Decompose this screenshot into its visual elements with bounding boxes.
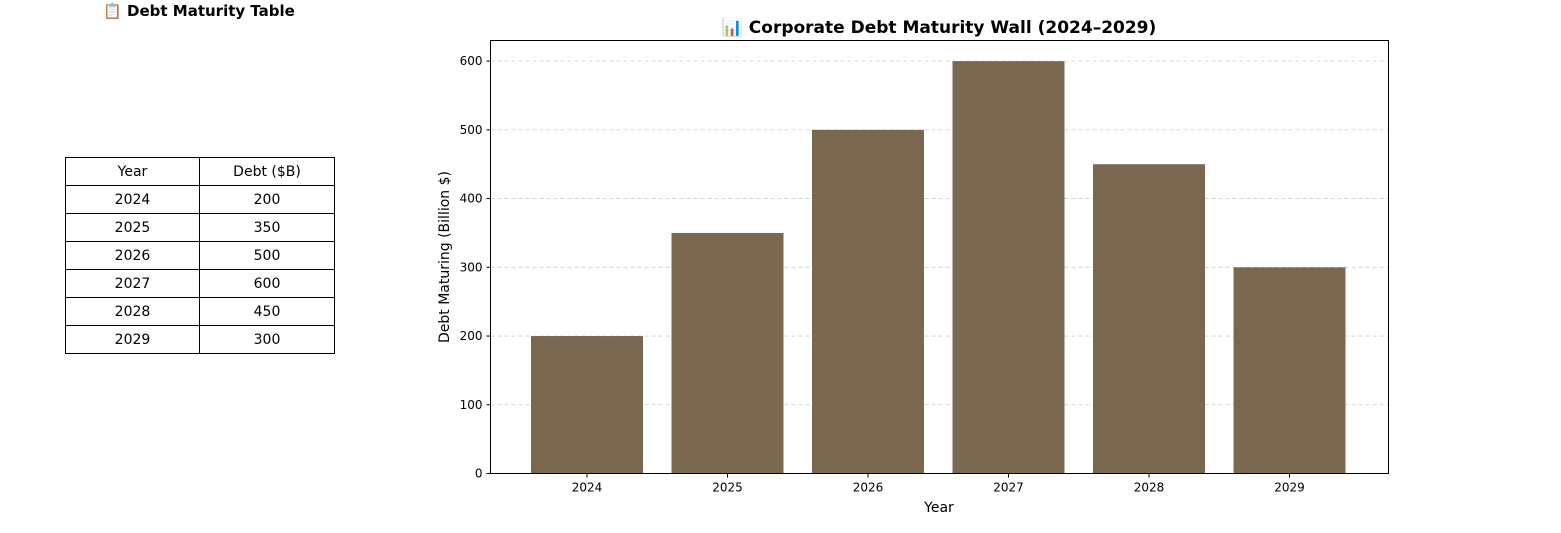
x-axis-label: Year [923, 500, 954, 516]
bar-2026 [812, 129, 924, 474]
x-tick-label: 2024 [572, 481, 603, 495]
x-tick-label: 2026 [853, 481, 884, 495]
bar-2027 [952, 61, 1065, 474]
y-tick-label: 400 [460, 192, 483, 206]
bar-2024 [531, 336, 643, 474]
table-row: 2029 300 [65, 325, 335, 354]
y-axis-ticks: 0 100 200 300 400 500 600 [460, 54, 491, 481]
table-row: 2025 350 [65, 213, 335, 242]
table-cell-year: 2026 [65, 241, 200, 270]
y-axis-label: Debt Maturing (Billion $) [437, 171, 453, 343]
x-tick-label: 2029 [1274, 481, 1305, 495]
bar-2028 [1093, 164, 1205, 474]
bar-2025 [671, 232, 784, 474]
table-cell-year: 2028 [65, 297, 200, 326]
y-tick-label: 500 [460, 123, 483, 137]
x-tick-label: 2025 [712, 481, 743, 495]
table-cell-debt: 200 [199, 185, 335, 214]
y-tick-label: 600 [460, 54, 483, 68]
table-header-row: Year Debt ($B) [65, 157, 335, 186]
plot-frame [490, 40, 1389, 474]
bar-2029 [1233, 267, 1346, 474]
y-tick-label: 100 [460, 398, 483, 412]
y-tick-label: 200 [460, 329, 483, 343]
bars [531, 61, 1346, 474]
table-cell-year: 2029 [65, 325, 200, 354]
table-cell-debt: 500 [199, 241, 335, 270]
table-row: 2024 200 [65, 185, 335, 214]
y-tick-label: 0 [475, 467, 483, 481]
table-header-debt: Debt ($B) [199, 157, 335, 186]
x-tick-label: 2028 [1134, 481, 1165, 495]
table-cell-debt: 300 [199, 325, 335, 354]
table-cell-debt: 450 [199, 297, 335, 326]
table-cell-debt: 600 [199, 269, 335, 298]
y-tick-label: 300 [460, 260, 483, 274]
x-tick-label: 2027 [993, 481, 1024, 495]
table-row: 2028 450 [65, 297, 335, 326]
x-axis-ticks: 2024 2025 2026 2027 2028 2029 [572, 473, 1305, 495]
table-cell-year: 2024 [65, 185, 200, 214]
table-title: 📋 Debt Maturity Table [103, 2, 295, 20]
table-header-year: Year [65, 157, 200, 186]
chart-title: 📊 Corporate Debt Maturity Wall (2024–202… [722, 17, 1157, 38]
table-row: 2026 500 [65, 241, 335, 270]
debt-maturity-table: Year Debt ($B) 2024 200 2025 350 2026 50… [65, 157, 335, 354]
